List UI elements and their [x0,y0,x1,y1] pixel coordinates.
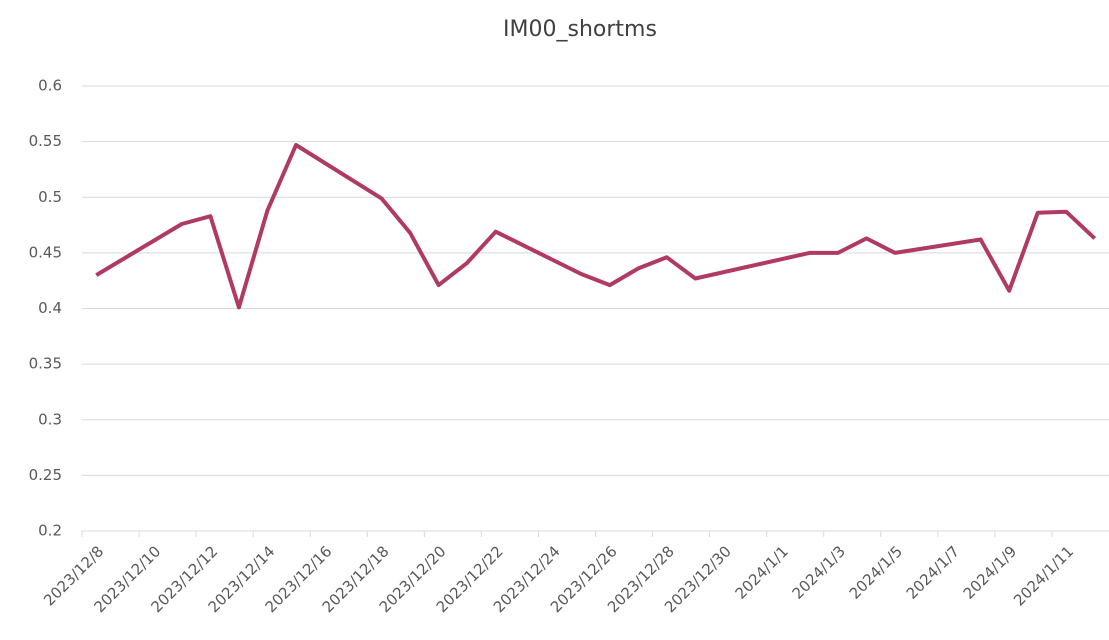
x-tick-label: 2024/1/3 [789,542,849,602]
y-tick-label: 0.3 [38,410,62,428]
x-tick-label: 2024/1/7 [903,542,963,602]
line-series [95,143,1097,310]
x-tick-label: 2024/1/9 [960,542,1020,602]
chart-title: IM00_shortms [503,17,657,42]
y-tick-label: 0.6 [38,77,62,95]
x-tick-label: 2024/1/1 [732,542,792,602]
plot [95,143,1097,310]
y-tick-label: 0.5 [38,188,62,206]
x-tick-label: 2024/1/11 [1010,542,1077,609]
y-tick-label: 0.25 [29,466,62,484]
y-tick-label: 0.4 [38,299,62,317]
x-tick-label: 2024/1/5 [846,542,906,602]
y-tick-label: 0.55 [29,132,62,150]
y-tick-label: 0.35 [29,355,62,373]
y-tick-label: 0.2 [38,522,62,540]
y-tick-label: 0.45 [29,243,62,261]
